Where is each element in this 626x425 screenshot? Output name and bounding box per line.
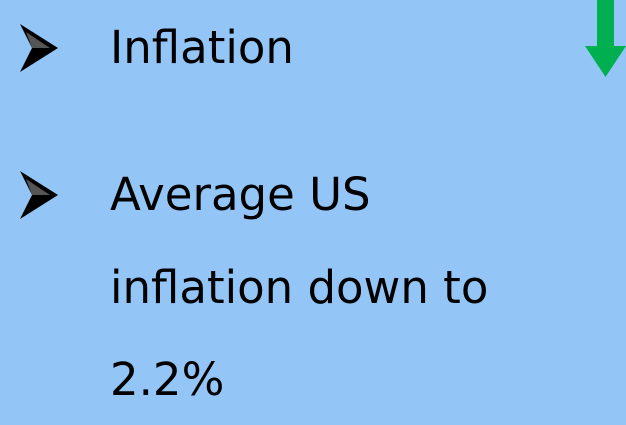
bullet-text: Average US	[110, 168, 371, 221]
bullet-text: Inflation	[110, 21, 294, 74]
bullet-arrow	[20, 24, 58, 72]
bullet-text: 2.2%	[110, 353, 225, 406]
down-arrow	[585, 0, 626, 77]
bullet-text: inflation down to	[110, 261, 489, 314]
bullet-arrow	[20, 171, 58, 219]
